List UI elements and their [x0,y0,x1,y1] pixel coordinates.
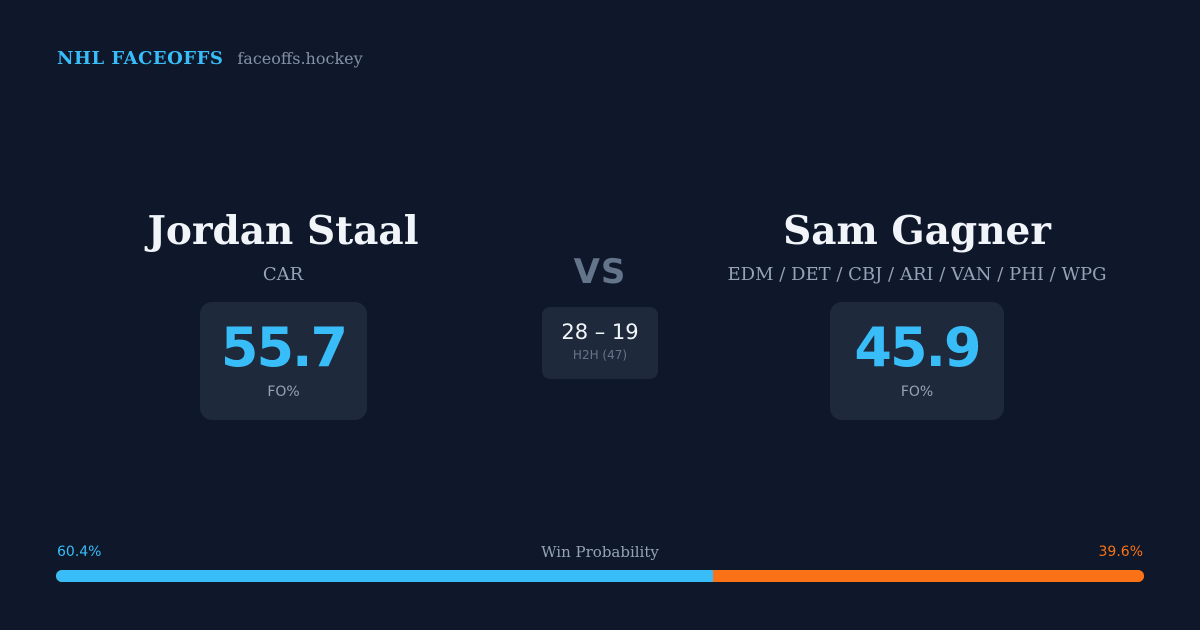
win-probability-bar-left [56,570,714,582]
player-right-name: Sam Gagner [783,208,1051,254]
player-right-stat-card: 45.9 FO% [830,302,1004,420]
win-probability-bar [56,570,1144,582]
brand-header: NHL FACEOFFS faceoffs.hockey [57,48,363,69]
h2h-card: 28 – 19 H2H (47) [542,307,658,379]
vs-label: VS [573,252,627,292]
brand-url: faceoffs.hockey [237,49,363,68]
player-right: Sam Gagner EDM / DET / CBJ / ARI / VAN /… [707,205,1127,287]
win-probability-bar-right [713,570,1144,582]
player-right-team: EDM / DET / CBJ / ARI / VAN / PHI / WPG [727,264,1107,285]
player-left-stat-card: 55.7 FO% [200,302,367,420]
player-left-team: CAR [262,264,304,285]
h2h-label: H2H (47) [572,348,628,362]
win-probability-right-value: 39.6% [1098,544,1143,560]
player-right-fo-pct: 45.9 [854,316,981,379]
player-left: Jordan Staal CAR [73,205,493,287]
brand-title: NHL FACEOFFS [57,48,224,69]
win-probability-title: Win Probability [541,543,659,561]
player-left-fo-pct: 55.7 [220,316,348,379]
win-probability-left-value: 60.4% [57,544,102,560]
h2h-score: 28 – 19 [561,320,639,344]
player-left-name: Jordan Staal [147,208,419,254]
player-right-fo-label: FO% [900,384,934,400]
player-left-fo-label: FO% [267,384,300,400]
